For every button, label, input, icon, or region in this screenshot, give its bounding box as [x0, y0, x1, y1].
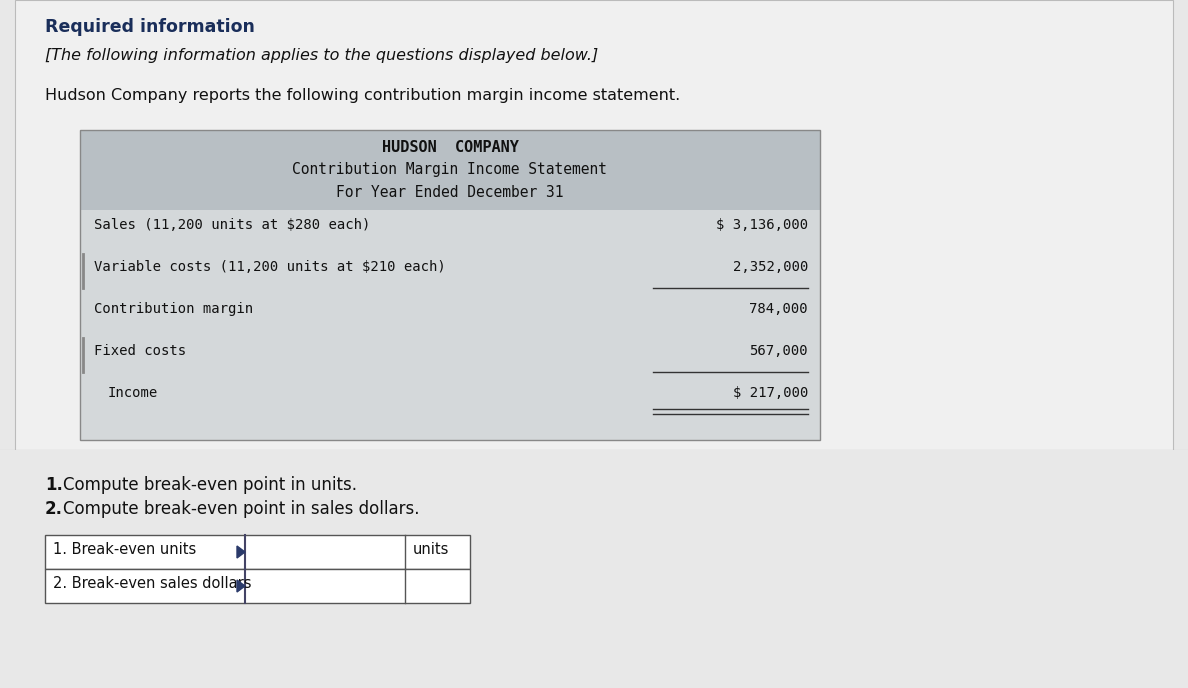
Bar	[80, 130, 820, 210]
Text: For Year Ended December 31: For Year Ended December 31	[336, 185, 564, 200]
Polygon shape	[236, 580, 245, 592]
Text: Sales (11,200 units at $280 each): Sales (11,200 units at $280 each)	[94, 218, 371, 232]
Bar	[45, 569, 470, 603]
Text: 784,000: 784,000	[750, 302, 808, 316]
Text: 1.: 1.	[45, 476, 63, 494]
Polygon shape	[236, 546, 245, 558]
Text: HUDSON  COMPANY: HUDSON COMPANY	[381, 140, 518, 155]
Text: Contribution margin: Contribution margin	[94, 302, 253, 316]
Text: Hudson Company reports the following contribution margin income statement.: Hudson Company reports the following con…	[45, 88, 681, 103]
Bar	[45, 535, 470, 569]
Text: Variable costs (11,200 units at $210 each): Variable costs (11,200 units at $210 eac…	[94, 260, 446, 274]
Bar	[80, 210, 820, 440]
Text: $ 3,136,000: $ 3,136,000	[716, 218, 808, 232]
Text: 2. Break-even sales dollars: 2. Break-even sales dollars	[53, 576, 252, 591]
Text: Compute break-even point in sales dollars.: Compute break-even point in sales dollar…	[63, 500, 419, 518]
Text: $ 217,000: $ 217,000	[733, 386, 808, 400]
Text: [The following information applies to the questions displayed below.]: [The following information applies to th…	[45, 48, 599, 63]
Text: Contribution Margin Income Statement: Contribution Margin Income Statement	[292, 162, 607, 177]
Text: Compute break-even point in units.: Compute break-even point in units.	[63, 476, 358, 494]
Bar	[0, 450, 1188, 688]
Bar	[80, 130, 820, 440]
Text: 1. Break-even units: 1. Break-even units	[53, 542, 196, 557]
Text: units: units	[413, 542, 449, 557]
Bar	[15, 0, 1173, 450]
Text: 2.: 2.	[45, 500, 63, 518]
Text: Income: Income	[108, 386, 158, 400]
Text: 2,352,000: 2,352,000	[733, 260, 808, 274]
Text: 567,000: 567,000	[750, 344, 808, 358]
Text: Required information: Required information	[45, 18, 255, 36]
Text: Fixed costs: Fixed costs	[94, 344, 187, 358]
